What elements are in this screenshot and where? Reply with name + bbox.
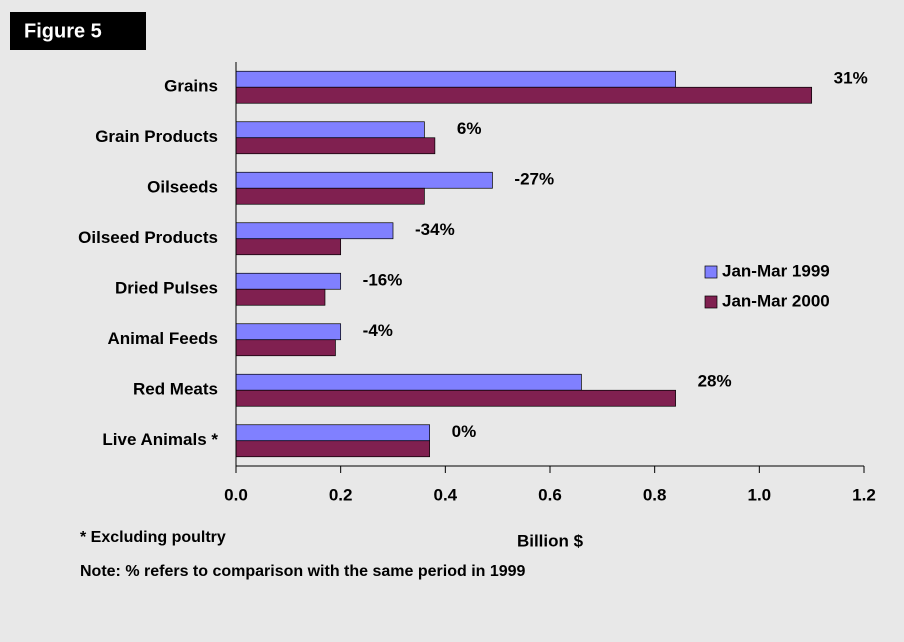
change-label: -27% bbox=[514, 170, 554, 189]
x-tick-label: 0.8 bbox=[643, 485, 667, 504]
bar bbox=[235, 238, 342, 256]
y-tick-label: Animal Feeds bbox=[107, 329, 218, 348]
change-label: -16% bbox=[363, 271, 403, 290]
y-tick-label: Grain Products bbox=[95, 127, 218, 146]
bar bbox=[235, 424, 430, 442]
change-label: 28% bbox=[698, 372, 732, 391]
bar bbox=[235, 187, 425, 205]
y-tick-label: Red Meats bbox=[133, 380, 218, 399]
legend-swatch bbox=[704, 295, 718, 309]
figure-label-box bbox=[10, 12, 146, 50]
bar bbox=[235, 339, 336, 357]
legend-label: Jan-Mar 2000 bbox=[722, 291, 830, 310]
legend-label: Jan-Mar 1999 bbox=[722, 261, 830, 280]
x-tick-label: 0.0 bbox=[224, 485, 248, 504]
x-tick-label: 0.4 bbox=[434, 485, 458, 504]
bar bbox=[235, 222, 394, 240]
bar bbox=[235, 171, 493, 189]
y-tick-label: Oilseed Products bbox=[78, 228, 218, 247]
bar bbox=[235, 86, 813, 104]
note: Note: % refers to comparison with the sa… bbox=[80, 563, 526, 580]
change-label: 6% bbox=[457, 119, 482, 138]
x-axis-label: Billion $ bbox=[517, 531, 584, 550]
bar bbox=[235, 137, 436, 155]
change-label: -4% bbox=[363, 321, 393, 340]
bar bbox=[235, 70, 676, 88]
change-label: 0% bbox=[452, 422, 477, 441]
y-tick-label: Oilseeds bbox=[147, 178, 218, 197]
change-label: -34% bbox=[415, 220, 455, 239]
note: * Excluding poultry bbox=[80, 529, 226, 546]
bar bbox=[235, 272, 342, 290]
bar bbox=[235, 323, 342, 341]
x-tick-label: 1.0 bbox=[748, 485, 772, 504]
bar bbox=[235, 373, 582, 391]
y-tick-label: Grains bbox=[164, 77, 218, 96]
figure-label: Figure 5 bbox=[24, 20, 102, 42]
bar bbox=[235, 440, 430, 458]
bar bbox=[235, 389, 676, 407]
x-tick-label: 0.2 bbox=[329, 485, 353, 504]
bar bbox=[235, 288, 326, 306]
legend-swatch bbox=[704, 265, 718, 279]
bar bbox=[235, 121, 425, 139]
change-label: 31% bbox=[834, 69, 868, 88]
x-tick-label: 0.6 bbox=[538, 485, 562, 504]
y-tick-label: Live Animals * bbox=[102, 430, 218, 449]
x-tick-label: 1.2 bbox=[852, 485, 876, 504]
y-tick-label: Dried Pulses bbox=[115, 279, 218, 298]
